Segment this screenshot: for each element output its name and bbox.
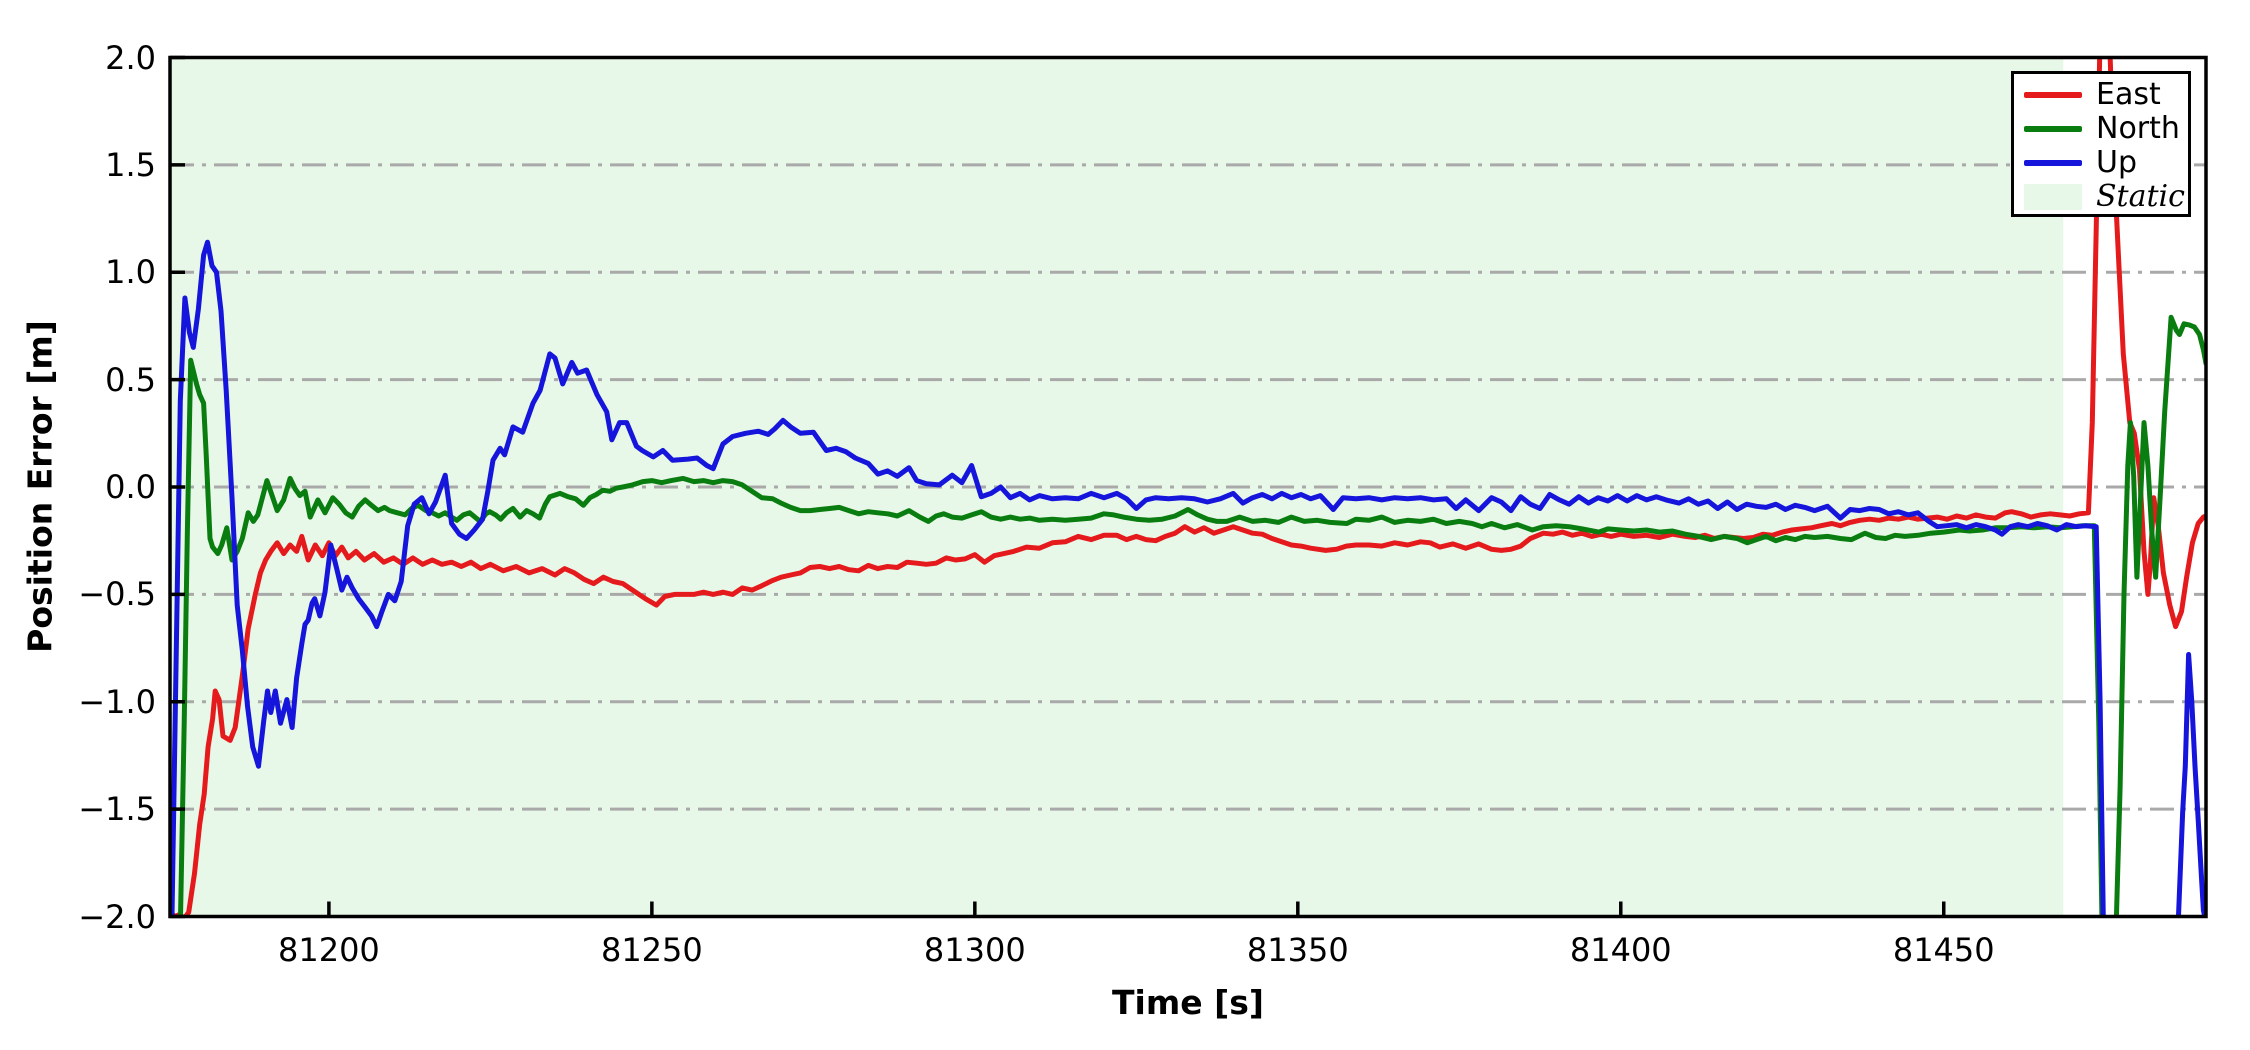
series-line-east xyxy=(170,57,2206,917)
x-tick-label-81250: 81250 xyxy=(600,931,703,969)
y-tick-label-2.0: 2.0 xyxy=(105,38,156,77)
legend-label-north: North xyxy=(2096,111,2180,146)
y-tick-label-0.0: 0.0 xyxy=(105,468,156,506)
y-tick-label-−0.5: −0.5 xyxy=(78,575,156,614)
x-tick-label-81300: 81300 xyxy=(923,931,1026,969)
series-line-north xyxy=(178,314,2206,917)
legend-patch-static-icon xyxy=(2024,184,2082,210)
y-tick-label-1.5: 1.5 xyxy=(105,145,156,184)
legend-entry-north: North xyxy=(2014,112,2188,146)
series-line-up xyxy=(170,239,2206,917)
legend-label-east: East xyxy=(2096,77,2161,112)
legend-entry-static: Static xyxy=(2014,180,2188,214)
legend-entry-up: Up xyxy=(2014,146,2188,180)
x-axis-title: Time [s] xyxy=(1112,983,1264,1022)
legend-label-static: Static xyxy=(2096,179,2185,214)
y-tick-label-−2.0: −2.0 xyxy=(78,897,156,936)
y-tick-label-−1.0: −1.0 xyxy=(78,682,156,721)
y-tick-label-1.0: 1.0 xyxy=(105,253,156,292)
series-group xyxy=(170,57,2206,917)
x-tick-label-81450: 81450 xyxy=(1892,931,1995,969)
x-tick-label-81400: 81400 xyxy=(1569,931,1672,969)
legend-entry-east: East xyxy=(2014,78,2188,112)
y-tick-label-−1.5: −1.5 xyxy=(78,790,156,829)
legend-label-up: Up xyxy=(2096,145,2138,180)
legend-line-up-icon xyxy=(2024,160,2082,166)
legend-line-north-icon xyxy=(2024,126,2082,132)
legend-line-east-icon xyxy=(2024,92,2082,98)
legend: East North Up Static xyxy=(2011,71,2191,217)
x-tick-label-81200: 81200 xyxy=(277,931,380,969)
x-tick-label-81350: 81350 xyxy=(1246,931,1349,969)
y-tick-label-0.5: 0.5 xyxy=(105,360,156,399)
